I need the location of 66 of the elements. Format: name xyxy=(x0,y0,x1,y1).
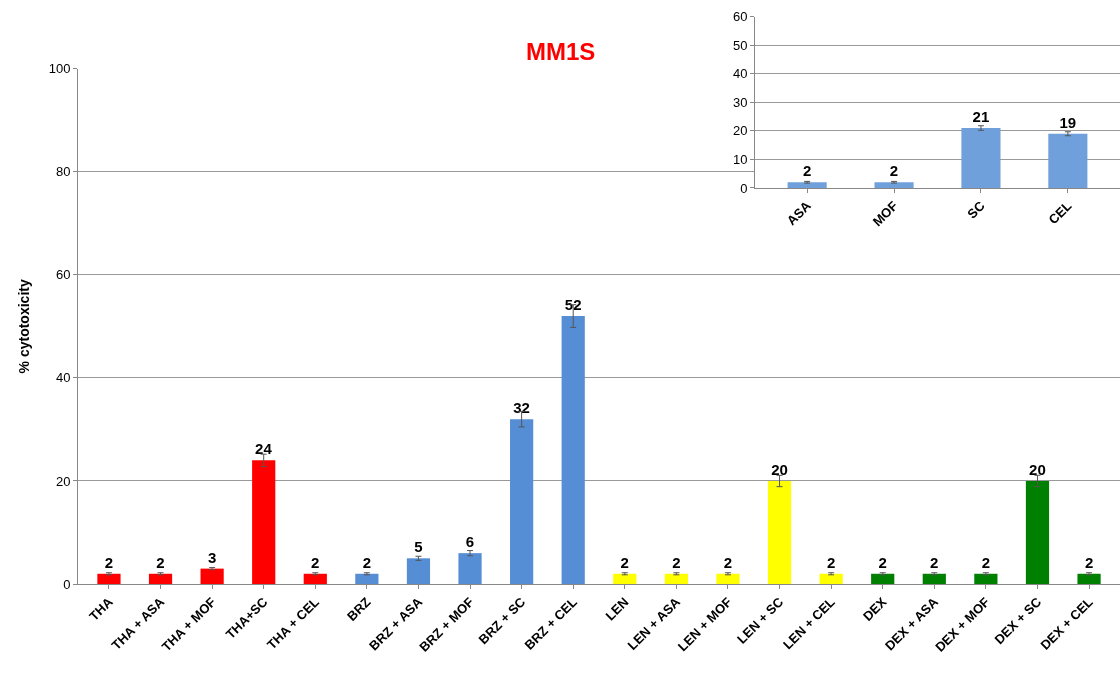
bar xyxy=(767,480,792,585)
data-label: 2 xyxy=(826,553,836,571)
data-label: 3 xyxy=(207,548,217,566)
data-label: 52 xyxy=(564,296,582,314)
y-tick-label: 40 xyxy=(55,370,71,386)
y-tick-label: 30 xyxy=(732,94,748,110)
bar xyxy=(1025,480,1050,585)
bar xyxy=(510,419,534,585)
data-label: 19 xyxy=(1059,113,1077,131)
data-label: 2 xyxy=(156,553,165,571)
bar xyxy=(303,573,327,585)
bar xyxy=(561,316,585,585)
data-label: 2 xyxy=(802,162,812,180)
bar xyxy=(613,573,637,585)
bar xyxy=(1048,133,1088,188)
y-tick-label: 40 xyxy=(732,66,748,82)
y-tick-label: 60 xyxy=(732,9,748,25)
data-label: 2 xyxy=(723,553,733,571)
data-label: 2 xyxy=(1084,553,1094,571)
bar xyxy=(974,573,998,585)
data-label: 6 xyxy=(465,533,475,551)
data-label: 5 xyxy=(414,538,423,556)
data-label: 20 xyxy=(1029,460,1046,478)
chart-title: MM1S xyxy=(526,38,596,65)
bar xyxy=(874,182,914,188)
data-label: 2 xyxy=(311,553,320,571)
bar xyxy=(664,573,688,585)
bar xyxy=(961,128,1001,188)
bar xyxy=(1077,573,1101,585)
y-tick-label: 0 xyxy=(63,576,71,592)
y-tick-label: 100 xyxy=(48,61,71,77)
y-tick-label: 0 xyxy=(740,180,748,196)
data-label: 2 xyxy=(362,553,372,571)
data-label: 2 xyxy=(620,553,629,571)
bar xyxy=(97,573,121,585)
data-label: 24 xyxy=(255,440,273,458)
bar xyxy=(871,573,895,585)
data-label: 2 xyxy=(104,553,114,571)
bar xyxy=(787,182,827,188)
y-tick-label: 20 xyxy=(55,473,71,489)
bar xyxy=(406,558,431,585)
data-label: 2 xyxy=(672,553,681,571)
data-label: 21 xyxy=(972,108,990,126)
bar xyxy=(200,568,224,585)
bar xyxy=(252,460,276,585)
x-tick-label: CEL xyxy=(1045,198,1075,228)
x-tick-label: SC xyxy=(964,197,989,222)
bar xyxy=(922,573,946,585)
y-tick-label: 50 xyxy=(732,37,748,53)
data-label: 2 xyxy=(930,553,939,571)
data-label: 2 xyxy=(981,553,991,571)
y-tick-label: 10 xyxy=(732,151,748,167)
y-tick-label: 80 xyxy=(55,164,71,180)
bar xyxy=(355,573,379,585)
y-tick-label: 20 xyxy=(732,123,748,139)
data-label: 32 xyxy=(513,399,530,417)
y-axis-title: % cytotoxicity xyxy=(16,279,33,374)
bar xyxy=(716,573,740,585)
data-label: 2 xyxy=(878,553,887,571)
data-label: 2 xyxy=(889,162,899,180)
bar xyxy=(148,573,173,585)
x-tick-label: THA xyxy=(86,593,117,624)
bar xyxy=(458,553,482,585)
y-tick-label: 60 xyxy=(55,267,71,283)
data-label: 20 xyxy=(771,460,788,478)
bar xyxy=(819,573,843,585)
